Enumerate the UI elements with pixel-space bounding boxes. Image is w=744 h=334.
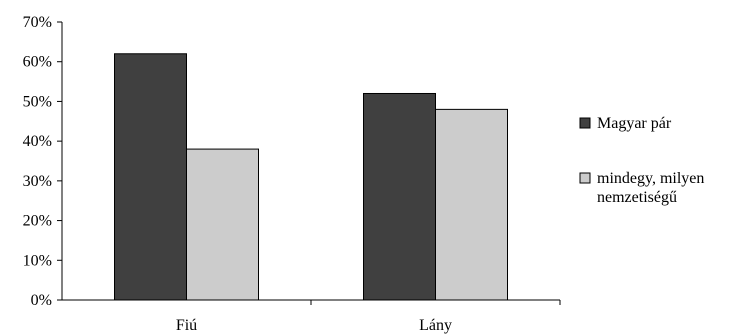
legend-label-series2-line1: mindegy, milyen [597,170,704,187]
bar-series2-cat1 [186,148,259,301]
y-tick-label: 20% [23,213,52,230]
legend-label-series1: Magyar pár [597,115,672,132]
legend-swatch-series1 [579,117,591,129]
legend: Magyar pár mindegy, milyen nemzetiségű [579,115,704,206]
y-tick-label: 50% [23,93,52,110]
y-tick-label: 70% [23,14,52,31]
legend-swatch-series2 [579,172,591,184]
bar-series2-cat2 [435,108,508,301]
legend-label-series2-line2: nemzetiségű [597,189,677,206]
bar-series1-cat1 [114,53,187,301]
y-tick-label: 10% [23,252,52,269]
y-tick-label: 40% [23,133,52,150]
y-tick-label: 60% [23,54,52,71]
bar-series1-cat2 [363,92,436,301]
category-label: Fiú [176,317,197,334]
y-tick-label: 30% [23,173,52,190]
y-tick-label: 0% [31,292,52,309]
category-label: Lány [419,317,452,334]
